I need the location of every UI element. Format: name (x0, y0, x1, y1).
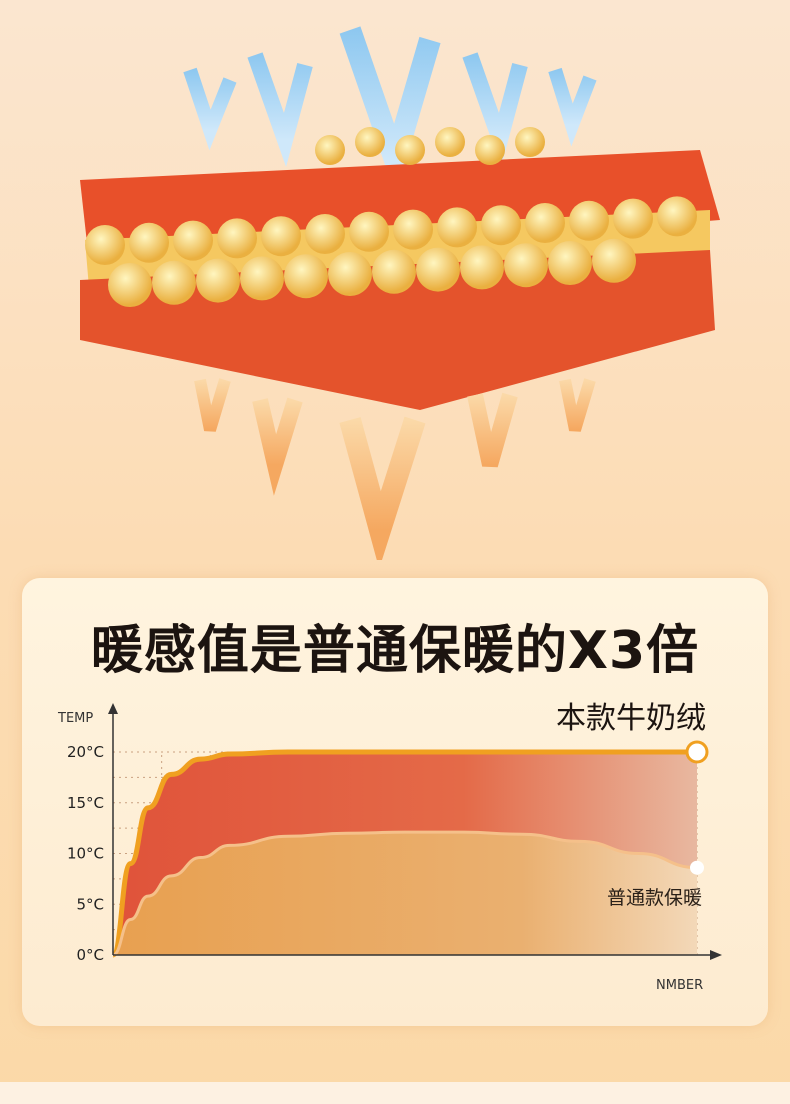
fiber-ball (613, 198, 653, 239)
fiber-ball (569, 200, 609, 241)
series-end-point-0 (685, 740, 709, 764)
fiber-ball (504, 243, 548, 288)
fiber-ball (525, 203, 565, 243)
cold-air-arrows-icon (183, 26, 597, 197)
fiber-ball (152, 260, 196, 305)
legend-ordinary: 普通款保暖 (607, 887, 702, 909)
y-tick-label: 10°C (67, 845, 104, 863)
fiber-ball (395, 135, 425, 165)
y-tick-label: 5°C (76, 895, 104, 913)
fiber-ball (657, 196, 697, 237)
fiber-ball (475, 135, 505, 165)
series-line-1 (112, 830, 698, 957)
fiber-ball (372, 249, 416, 294)
fiber-ball (261, 216, 301, 257)
headline: 暖感值是普通保暖的X3倍 (90, 621, 700, 681)
fiber-ball (515, 127, 545, 157)
x-axis-arrow-icon (710, 950, 722, 960)
fiber-ball (592, 238, 636, 283)
fiber-ball (305, 214, 345, 254)
y-axis-arrow-icon (108, 703, 118, 714)
fiber-ball (129, 222, 169, 263)
bottom-strip (0, 1082, 790, 1104)
fiber-ball (196, 258, 240, 303)
fiber-ball (240, 256, 284, 301)
fiber-ball (393, 209, 433, 250)
fiber-ball (437, 207, 477, 248)
fiber-ball (435, 127, 465, 157)
fiber-ball (173, 220, 213, 261)
fiber-ball (85, 225, 125, 265)
y-tick-label: 15°C (67, 794, 104, 812)
fiber-ball (284, 254, 328, 299)
fiber-ball (548, 241, 592, 285)
fiber-ball (416, 247, 460, 292)
fiber-ball (108, 263, 152, 307)
series-end-point-1 (690, 860, 704, 875)
legend-milk-fleece: 本款牛奶绒 (556, 701, 706, 736)
fiber-ball (328, 252, 372, 296)
x-axis-label: NMBER (656, 978, 703, 993)
series-line-0 (110, 749, 697, 958)
fiber-ball (481, 205, 521, 246)
fiber-ball (217, 218, 257, 259)
fiber-balls (85, 127, 697, 307)
fiber-ball (355, 127, 385, 157)
fiber-ball (315, 135, 345, 165)
fiber-ball (460, 245, 504, 290)
y-axis-label: TEMP (57, 711, 93, 726)
warm-air-arrows-icon (194, 378, 596, 560)
fiber-ball (349, 211, 389, 252)
series-area-1 (113, 832, 697, 955)
fabric-warmth-illustration (80, 26, 720, 560)
y-tick-label: 0°C (76, 946, 104, 964)
y-tick-label: 20°C (67, 743, 104, 761)
